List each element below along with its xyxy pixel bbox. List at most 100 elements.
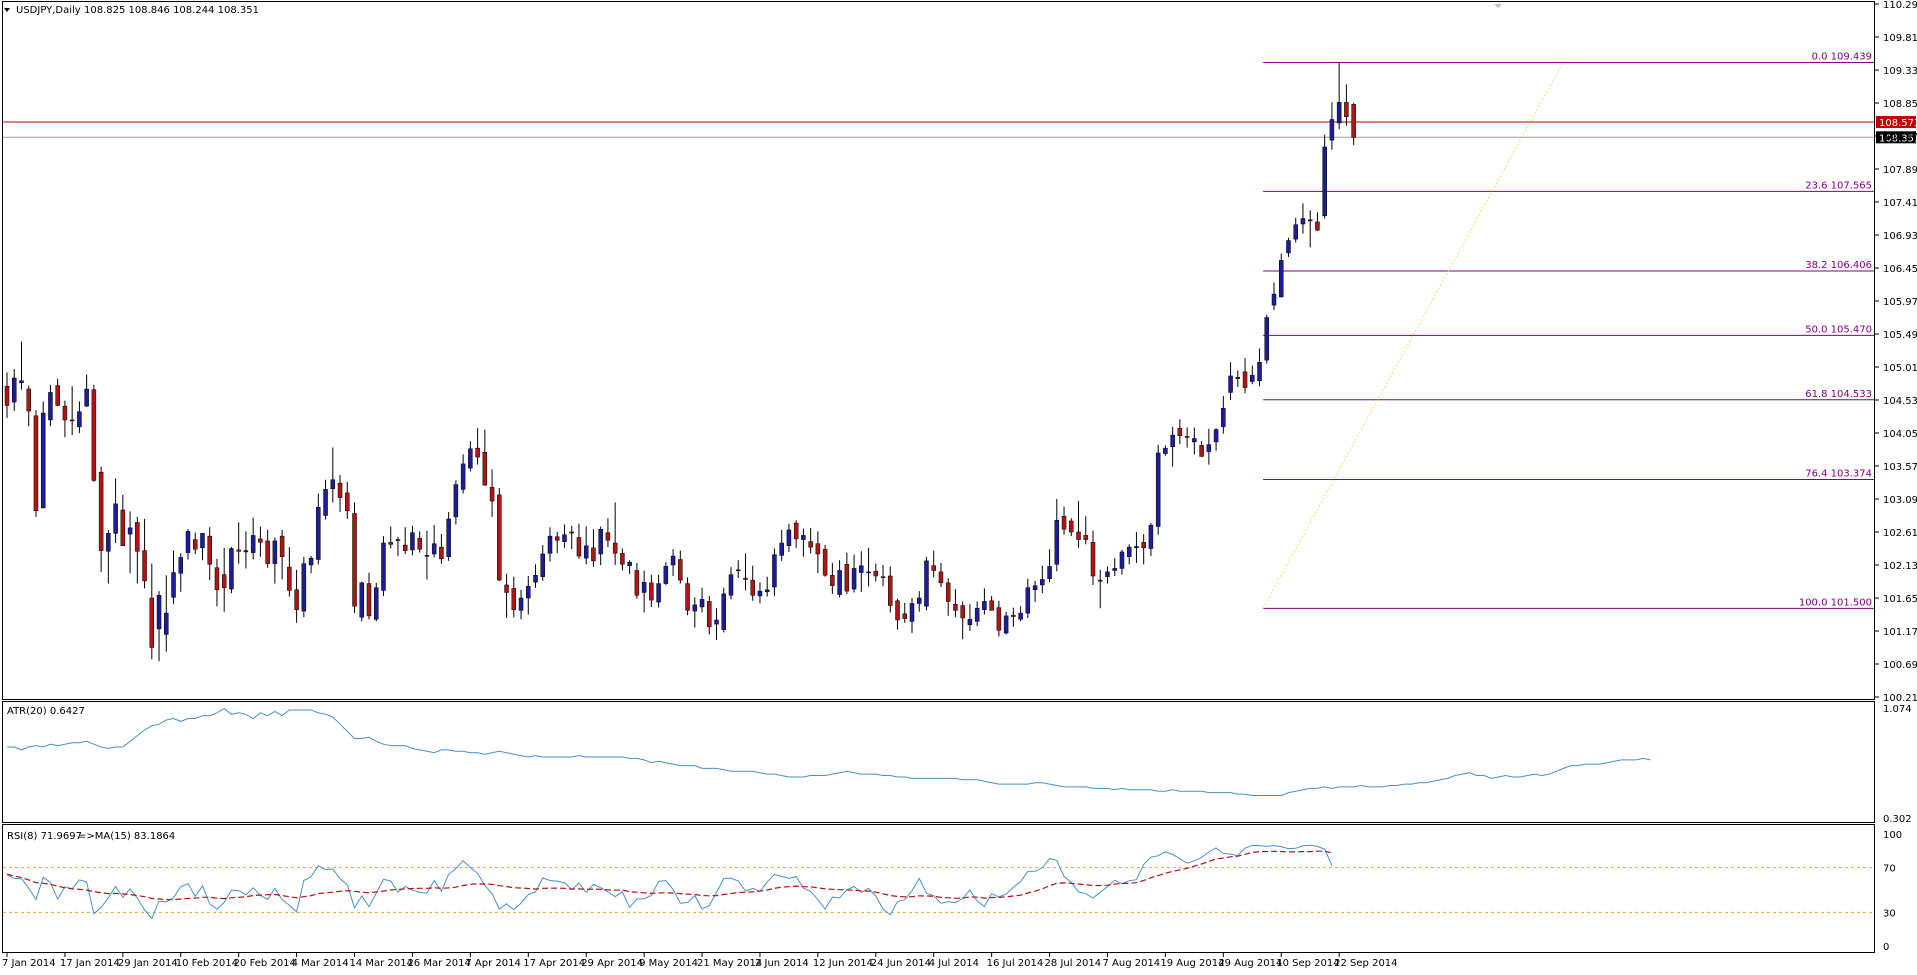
shift-marker-icon[interactable] [1494,4,1502,8]
candle-body [1069,520,1074,533]
rsi-label: RSI(8) 71.9697 [7,831,82,842]
candle-body [1047,566,1052,579]
candle-body [859,565,864,573]
candle-body [1040,579,1045,586]
price-y-tick-label: 104.050 [1883,429,1917,440]
candle-body [113,503,118,534]
candle-body [1213,429,1219,443]
candle-body [120,509,126,546]
candle-body [1322,146,1327,216]
candle-body [1003,615,1009,634]
rsi-line [6,844,1333,920]
candle-body [808,541,813,548]
price-y-tick-label: 109.810 [1883,33,1917,44]
fib-level-label: 50.0 105.470 [1805,324,1872,335]
candle-body [533,575,538,583]
candle-body [670,555,676,566]
candle-body [192,539,198,550]
x-tick-label: 10 Sep 2014 [1276,958,1339,969]
candle-body [764,589,770,593]
candle-body [953,603,958,611]
candle-body [916,597,922,604]
candle-body [1141,542,1146,549]
candle-body [1293,224,1298,240]
candle-body [1076,531,1081,540]
candle-body [84,388,89,407]
fib-level-label: 0.0 109.439 [1812,52,1872,63]
candle-body [19,380,24,384]
candle-body [757,590,763,597]
candle-body [1257,361,1262,381]
candle-body [540,553,546,577]
candle-body [554,536,560,541]
candle-body [511,588,517,610]
candle-body [424,555,430,557]
x-tick-label: 4 Jul 2014 [929,958,979,969]
price-y-tick-label: 103.090 [1883,495,1917,506]
candle-body [822,548,828,576]
candle-body [1351,104,1356,138]
candle-body [627,562,632,566]
candle-body [735,569,741,572]
price-y-tick-label: 108.850 [1883,99,1917,110]
candle-body [178,557,184,574]
candle-body [1344,102,1349,117]
candle-body [439,546,444,560]
candle-body [127,527,133,535]
candle-body [301,563,307,612]
candle-body [591,547,596,562]
price-y-tick-label: 102.610 [1883,528,1917,539]
rsi-ma-label: =>MA(15) 83.1864 [78,831,175,842]
candle-body [779,542,784,556]
price-level-tag-text: 108.573 [1879,118,1917,129]
candle-body [873,570,879,577]
candle-body [931,565,936,571]
candle-body [888,575,893,606]
candlestick-series [4,62,1356,662]
candle-body [1025,587,1031,614]
x-tick-label: 17 Apr 2014 [523,958,585,969]
candle-body [40,412,46,509]
candle-body [468,448,473,469]
candle-body [69,419,75,422]
horizontal-lines[interactable]: 108.573 108.351 [3,116,1917,144]
candle-body [55,385,60,406]
candle-body [1264,317,1270,361]
candle-body [641,581,647,593]
candle-body [1112,568,1117,571]
atr-pane-frame[interactable] [2,701,1875,823]
candle-body [1286,240,1291,254]
candle-body [728,574,734,596]
candle-body [1105,571,1110,577]
candle-body [308,557,314,566]
fib-level-label: 61.8 104.533 [1805,389,1872,400]
collapse-arrow-icon[interactable] [4,8,10,12]
candle-body [62,405,68,421]
candle-body [410,532,415,551]
price-level-tag [1876,116,1916,129]
price-y-tick-label: 103.570 [1883,462,1917,473]
price-y-tick-label: 105.010 [1883,363,1917,374]
fibonacci-retracement[interactable]: 0.0 109.439 23.6 107.565 38.2 106.406 50.0 … [1262,52,1874,609]
price-pane-frame[interactable] [2,1,1875,700]
candle-body [750,579,755,596]
candle-body [656,583,661,603]
candle-body [960,605,965,619]
rsi-y-tick-label: 70 [1883,864,1896,875]
x-tick-label: 28 Jul 2014 [1045,958,1102,969]
candle-body [294,589,299,610]
candle-body [489,487,495,502]
candle-body [337,482,343,498]
rsi-pane-frame[interactable] [2,824,1875,953]
candle-body [316,507,321,560]
rsi-ma-line [6,850,1333,901]
candle-body [229,548,234,590]
fib-level-label: 76.4 103.374 [1805,468,1872,479]
price-y-tick-label: 107.890 [1883,165,1917,176]
price-y-tick-label: 100.210 [1883,693,1917,704]
price-y-tick-label: 101.170 [1883,627,1917,638]
x-tick-label: 20 Feb 2014 [234,958,296,969]
price-y-tick-label: 110.290 [1883,0,1917,11]
